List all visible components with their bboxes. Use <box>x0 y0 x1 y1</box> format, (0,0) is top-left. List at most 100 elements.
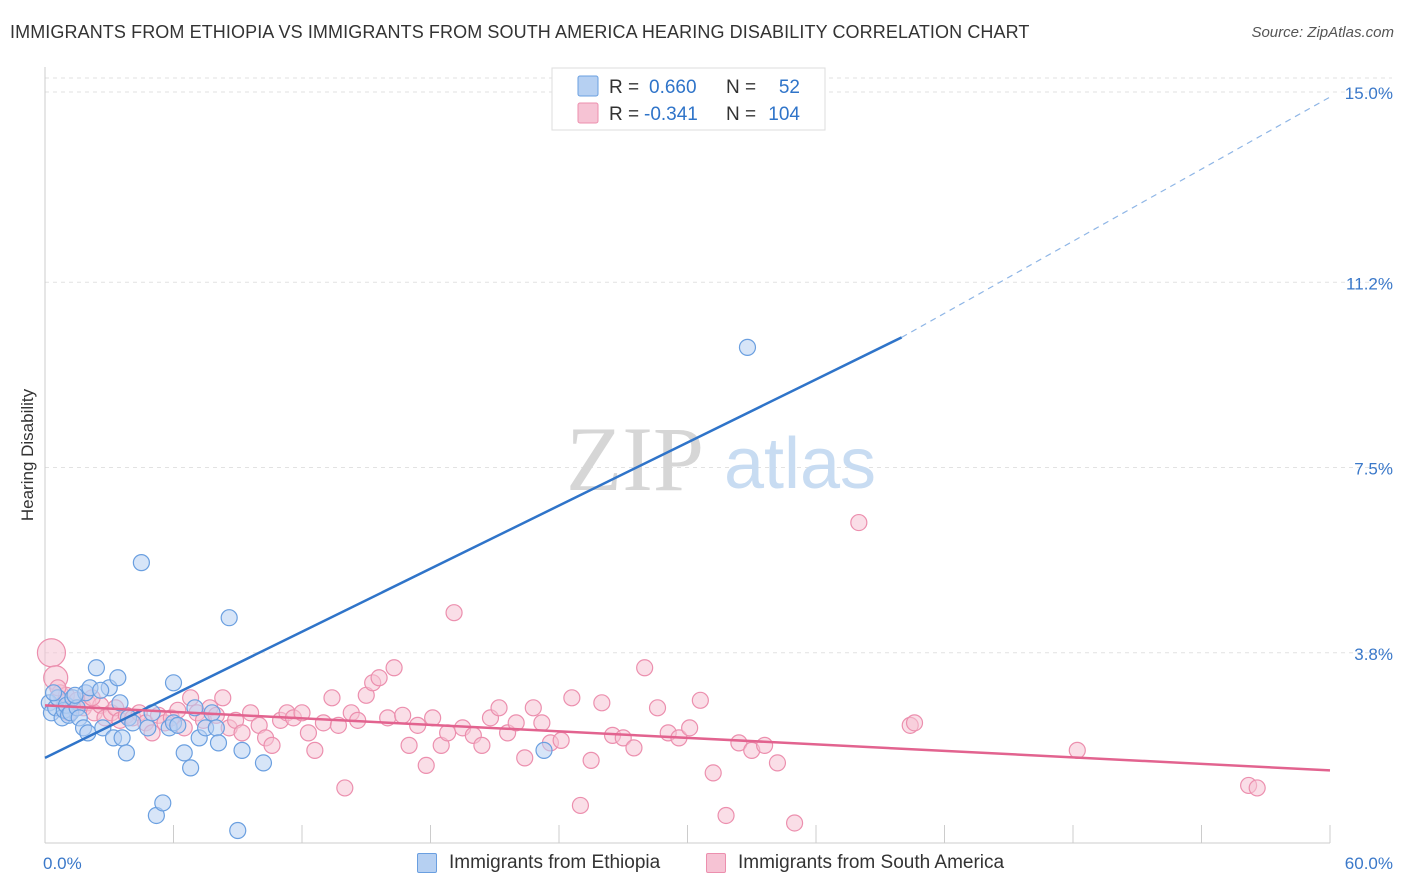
south-america-n-value: 104 <box>768 104 800 125</box>
legend-swatch-south-america <box>706 853 726 873</box>
south-america-point <box>445 604 463 622</box>
south-america-point <box>755 736 774 754</box>
legend-label-ethiopia: Immigrants from Ethiopia <box>449 852 661 873</box>
south-america-point <box>1248 779 1266 797</box>
south-america-point <box>681 719 699 737</box>
south-america-point <box>785 814 804 832</box>
south-america-point <box>850 513 868 532</box>
ethiopia-r-value: 0.660 <box>649 77 697 98</box>
south-america-point <box>636 659 654 677</box>
south-america-point <box>400 736 418 754</box>
south-america-point <box>768 754 787 772</box>
y-tick-label: 15.0% <box>1345 84 1393 103</box>
ethiopia-point <box>139 719 157 737</box>
y-tick-label: 11.2% <box>1346 274 1393 293</box>
south-america-point <box>648 699 667 717</box>
ethiopia-r-label: R = <box>609 77 639 98</box>
x-tick-label-max: 60.0% <box>1345 854 1393 873</box>
south-america-point <box>516 749 534 767</box>
south-america-r-value: -0.341 <box>644 104 698 125</box>
x-tick-label-min: 0.0% <box>43 854 82 873</box>
south-america-point <box>36 638 67 668</box>
south-america-point <box>704 764 722 782</box>
ethiopia-point <box>117 744 135 762</box>
south-america-point <box>314 714 333 732</box>
south-america-point <box>394 706 412 724</box>
ethiopia-point <box>87 659 106 677</box>
south-america-point <box>691 691 709 709</box>
south-america-point <box>214 689 232 707</box>
south-america-point <box>385 659 403 677</box>
legend-item-south-america: Immigrants from South America <box>706 852 1004 874</box>
south-america-point <box>563 689 581 707</box>
south-america-stats-swatch <box>577 102 599 124</box>
south-america-point <box>552 731 570 749</box>
south-america-point <box>323 689 341 707</box>
ethiopia-n-label: N = <box>726 77 756 98</box>
source-label: Source: ZipAtlas.com <box>1251 24 1394 41</box>
regression-lines <box>44 96 1331 772</box>
y-tick-label: 3.8% <box>1354 645 1393 664</box>
south-america-point <box>524 699 542 717</box>
tick-labels: 3.8% 7.5% 11.2% 15.0% 0.0% 60.0% <box>43 84 1393 873</box>
ethiopia-point <box>132 554 150 572</box>
ethiopia-point <box>175 744 193 762</box>
ethiopia-point <box>738 338 757 356</box>
legend-label-south-america: Immigrants from South America <box>738 852 1005 873</box>
chart-title: IMMIGRANTS FROM ETHIOPIA VS IMMIGRANTS F… <box>10 22 1030 42</box>
south-america-point <box>507 714 525 732</box>
south-america-n-label: N = <box>726 104 756 125</box>
south-america-point <box>439 724 457 742</box>
south-america-point <box>625 739 643 757</box>
ethiopia-point <box>254 754 273 772</box>
south-america-point <box>306 741 324 759</box>
south-america-r-label: R = <box>609 104 639 125</box>
south-america-point <box>336 779 354 797</box>
ethiopia-point <box>220 609 238 627</box>
south-america-point <box>490 699 508 717</box>
south-america-point <box>1068 741 1086 759</box>
south-america-point <box>717 806 735 825</box>
ethiopia-point <box>229 821 247 840</box>
ethiopia-stats-swatch <box>577 75 599 97</box>
gridlines <box>45 77 1392 654</box>
ethiopia-point <box>182 759 200 777</box>
watermark-zip: ZIP <box>566 408 704 510</box>
stats-legend: R = 0.660 N = 52 R = -0.341 N = 104 <box>551 67 826 131</box>
south-america-point <box>905 714 924 732</box>
south-america-point <box>417 756 435 775</box>
ethiopia-point <box>535 741 553 759</box>
south-america-point <box>730 734 748 752</box>
south-america-point <box>533 714 551 732</box>
south-america-point <box>299 724 318 742</box>
ethiopia-point <box>109 669 127 687</box>
ethiopia-point <box>44 684 63 702</box>
ethiopia-point <box>209 734 228 752</box>
south-america-point <box>293 704 311 722</box>
series-legend: Immigrants from Ethiopia Immigrants from… <box>0 852 1406 878</box>
legend-swatch-ethiopia <box>417 853 437 873</box>
ethiopia-point <box>66 686 84 704</box>
south-america-trend-line <box>44 704 1331 772</box>
ethiopia-trend-extension <box>901 96 1331 338</box>
ethiopia-point <box>164 674 183 692</box>
south-america-point <box>233 724 251 742</box>
ethiopia-point <box>111 694 129 712</box>
ethiopia-point <box>154 794 172 812</box>
watermark: ZIP atlas <box>566 408 876 510</box>
ethiopia-point <box>113 729 131 747</box>
ethiopia-point <box>169 716 187 734</box>
ethiopia-n-value: 52 <box>779 77 800 98</box>
ethiopia-trend-line <box>44 336 903 760</box>
legend-item-ethiopia: Immigrants from Ethiopia <box>417 852 660 874</box>
south-america-point <box>263 736 281 754</box>
ethiopia-points <box>40 338 757 840</box>
ethiopia-point <box>92 681 110 699</box>
south-america-point <box>582 751 600 769</box>
ethiopia-point <box>207 719 225 737</box>
south-america-point <box>473 736 491 754</box>
y-tick-label: 7.5% <box>1354 460 1393 479</box>
watermark-atlas: atlas <box>724 424 876 504</box>
ethiopia-point <box>233 741 251 759</box>
